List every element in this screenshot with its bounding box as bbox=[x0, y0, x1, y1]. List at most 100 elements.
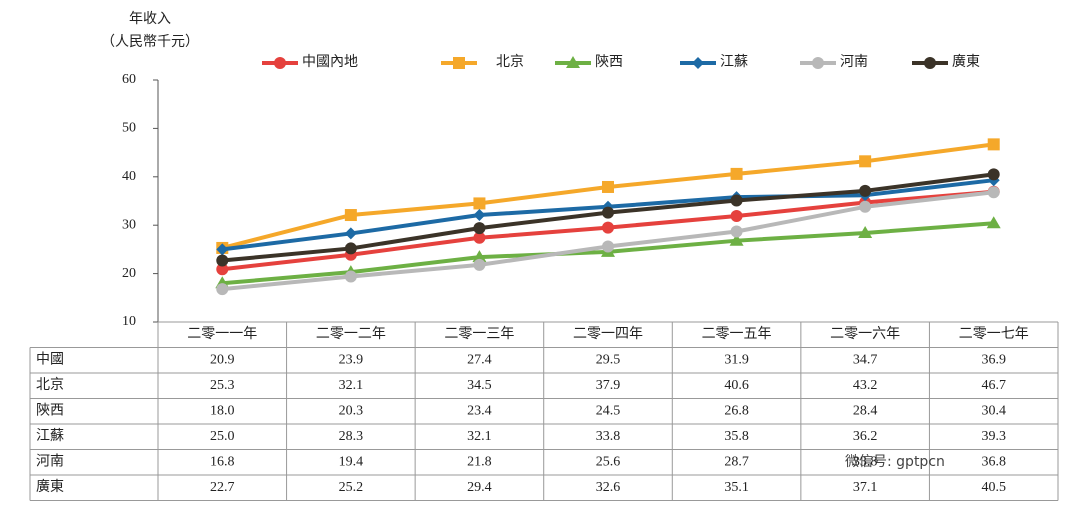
table-cell: 23.4 bbox=[467, 403, 492, 418]
table-cell: 40.6 bbox=[724, 378, 749, 393]
table-cell: 37.1 bbox=[853, 480, 878, 495]
row-label: 河南 bbox=[36, 453, 64, 469]
data-point bbox=[344, 227, 357, 240]
watermark: 微信号: gptpcn bbox=[845, 454, 945, 470]
table-cell: 22.7 bbox=[210, 480, 235, 495]
table-cell: 39.3 bbox=[981, 429, 1006, 444]
data-point bbox=[730, 225, 743, 238]
row-label: 廣東 bbox=[36, 478, 64, 495]
data-point bbox=[730, 167, 743, 180]
table-cell: 46.7 bbox=[981, 378, 1006, 393]
x-tick-label: 二零一三年 bbox=[444, 326, 514, 342]
data-point bbox=[987, 168, 1000, 181]
legend-marker bbox=[812, 57, 824, 69]
table-cell: 27.4 bbox=[467, 352, 492, 367]
data-point bbox=[602, 240, 614, 253]
data-point bbox=[859, 184, 872, 197]
table-cell: 33.8 bbox=[853, 454, 878, 469]
data-point bbox=[473, 209, 486, 222]
legend-label: 北京 bbox=[496, 54, 524, 70]
y-tick-label: 60 bbox=[122, 72, 136, 87]
table-cell: 21.8 bbox=[467, 454, 492, 469]
table-cell: 24.5 bbox=[596, 403, 621, 418]
data-point bbox=[473, 258, 486, 271]
y-axis-label: （人民幣千元） bbox=[101, 34, 199, 50]
data-point bbox=[730, 194, 743, 207]
table-cell: 31.9 bbox=[724, 352, 749, 367]
table-cell: 25.3 bbox=[210, 378, 235, 393]
data-point bbox=[730, 210, 743, 223]
data-point bbox=[986, 216, 1001, 229]
table-cell: 32.6 bbox=[596, 480, 621, 495]
data-point bbox=[344, 209, 357, 222]
data-point bbox=[858, 225, 873, 238]
legend-label: 河南 bbox=[840, 54, 868, 70]
table-cell: 26.8 bbox=[724, 403, 749, 418]
row-label: 中國 bbox=[36, 351, 64, 367]
legend-marker bbox=[274, 57, 286, 69]
table-cell: 29.4 bbox=[467, 480, 492, 495]
data-point bbox=[602, 180, 614, 193]
table-cell: 16.8 bbox=[210, 454, 235, 469]
data-point bbox=[602, 221, 614, 234]
legend-label: 中國內地 bbox=[302, 54, 358, 70]
y-axis-label: 年收入 bbox=[129, 11, 171, 27]
table-cell: 40.5 bbox=[981, 480, 1006, 495]
table-cell: 34.7 bbox=[853, 352, 878, 367]
data-point bbox=[987, 138, 1000, 151]
legend-marker bbox=[692, 57, 704, 69]
legend-marker bbox=[566, 56, 580, 68]
table-cell: 36.9 bbox=[981, 352, 1006, 367]
legend-label: 陝西 bbox=[595, 54, 623, 70]
legend-marker bbox=[924, 57, 936, 69]
y-tick-label: 10 bbox=[122, 314, 136, 329]
table-cell: 20.3 bbox=[339, 403, 364, 418]
table-cell: 25.0 bbox=[210, 429, 235, 444]
table-cell: 23.9 bbox=[339, 352, 364, 367]
table-cell: 36.2 bbox=[853, 429, 878, 444]
table-cell: 18.0 bbox=[210, 403, 235, 418]
x-tick-label: 二零一五年 bbox=[702, 326, 772, 342]
data-point bbox=[472, 250, 487, 263]
table-cell: 25.2 bbox=[339, 480, 364, 495]
y-tick-label: 30 bbox=[122, 217, 136, 232]
table-cell: 25.6 bbox=[596, 454, 621, 469]
data-point bbox=[216, 243, 229, 256]
table-cell: 36.8 bbox=[981, 454, 1006, 469]
data-point bbox=[216, 254, 229, 267]
x-tick-label: 二零一一年 bbox=[187, 326, 257, 342]
data-point bbox=[859, 200, 872, 213]
table-cell: 28.4 bbox=[853, 403, 878, 418]
table-cell: 33.8 bbox=[596, 429, 621, 444]
row-label: 江蘇 bbox=[36, 428, 64, 444]
y-tick-label: 50 bbox=[122, 121, 136, 136]
data-point bbox=[216, 283, 229, 296]
table-cell: 19.4 bbox=[339, 454, 364, 469]
data-point bbox=[344, 242, 357, 255]
data-point bbox=[216, 263, 229, 276]
table-cell: 43.2 bbox=[853, 378, 878, 393]
x-tick-label: 二零一二年 bbox=[316, 326, 386, 342]
data-point bbox=[987, 186, 1000, 199]
data-point bbox=[602, 206, 614, 219]
x-tick-label: 二零一七年 bbox=[959, 326, 1029, 342]
table-cell: 34.5 bbox=[467, 378, 492, 393]
y-tick-label: 40 bbox=[122, 169, 136, 184]
data-point bbox=[859, 155, 872, 168]
table-cell: 35.1 bbox=[724, 480, 749, 495]
data-point bbox=[729, 233, 744, 246]
data-point bbox=[473, 222, 486, 235]
table-cell: 30.4 bbox=[981, 403, 1006, 418]
x-tick-label: 二零一六年 bbox=[830, 326, 900, 342]
data-point bbox=[344, 270, 357, 283]
table-cell: 29.5 bbox=[596, 352, 621, 367]
table-cell: 32.1 bbox=[467, 429, 492, 444]
table-cell: 28.3 bbox=[339, 429, 364, 444]
table-cell: 32.1 bbox=[339, 378, 364, 393]
row-label: 陝西 bbox=[36, 402, 64, 418]
table-cell: 28.7 bbox=[724, 454, 749, 469]
row-label: 北京 bbox=[36, 377, 64, 393]
table-cell: 37.9 bbox=[596, 378, 621, 393]
table-cell: 20.9 bbox=[210, 352, 235, 367]
